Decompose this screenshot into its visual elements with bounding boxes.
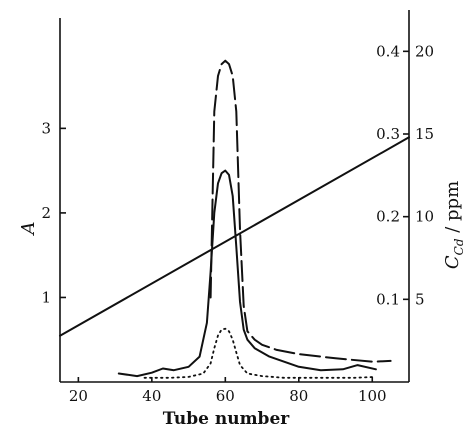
x-tick-label-40: 40 [142, 387, 161, 405]
series-solid-1 [117, 169, 377, 378]
x-tick-label-20: 20 [69, 387, 88, 405]
x-tick-label-60: 60 [216, 387, 235, 405]
right-tick-label-10: 10 [415, 208, 434, 226]
series-dotted-2 [143, 327, 377, 379]
series-dashed-0 [209, 59, 392, 363]
left-tick-label-1: 1 [41, 288, 51, 306]
right-tick-label-15: 15 [415, 125, 434, 143]
series-solid-3 [59, 136, 410, 337]
plot-area [59, 59, 410, 379]
inner-tick-label-0.4: 0.4 [376, 42, 400, 60]
axes: 20 40 60 80 100 1 2 3 5 10 15 20 0.1 0.2 0.3 0.4 [41, 10, 434, 405]
right-y-axis-label: CCd / ppm [442, 181, 464, 269]
right-tick-label-20: 20 [415, 42, 434, 60]
labels: Tube number A CCd / ppm [18, 181, 464, 429]
x-axis-label: Tube number [163, 409, 290, 429]
left-tick-label-3: 3 [41, 119, 51, 137]
right-y-axis-label-suffix: / ppm [442, 181, 463, 239]
left-y-axis-label: A [18, 222, 39, 237]
inner-tick-label-0.1: 0.1 [376, 290, 400, 308]
left-tick-label-2: 2 [41, 204, 51, 222]
right-tick-label-5: 5 [415, 290, 425, 308]
right-y-axis-label-main: C [442, 255, 463, 269]
inner-tick-label-0.2: 0.2 [376, 208, 400, 226]
right-y-axis-label-subscript: Cd [452, 238, 464, 255]
inner-tick-label-0.3: 0.3 [376, 125, 400, 143]
x-tick-label-100: 100 [358, 387, 387, 405]
x-tick-label-80: 80 [289, 387, 308, 405]
